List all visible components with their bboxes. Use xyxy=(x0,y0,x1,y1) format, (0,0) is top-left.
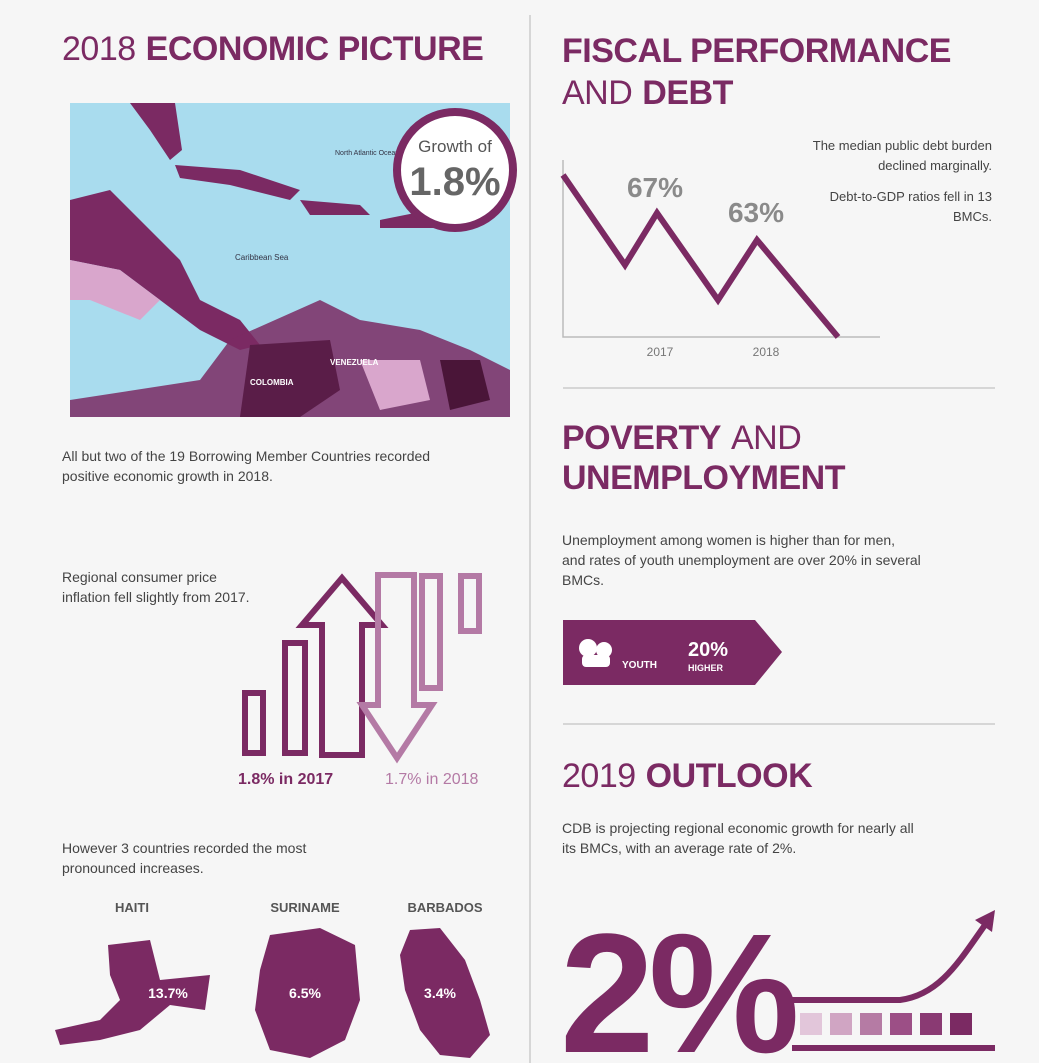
year-label: 2018 xyxy=(753,345,780,359)
poverty-text: Unemployment among women is higher than … xyxy=(562,532,921,588)
outlook-bars xyxy=(800,1013,972,1035)
inflation-2017: 1.8% in 2017 xyxy=(238,771,333,788)
map-label: Caribbean Sea xyxy=(235,253,289,262)
inflation-down xyxy=(356,572,482,764)
youth-icon xyxy=(582,655,610,667)
section-title: 2019 OUTLOOK xyxy=(562,755,813,797)
debt-note: The median public debt burden declined m… xyxy=(812,138,992,173)
debt-label: 63% xyxy=(728,197,784,228)
map-land-light xyxy=(70,260,430,410)
title-light: 2019 xyxy=(562,757,636,795)
title-bold: POVERTY xyxy=(562,419,721,457)
inflation-2018: 1.7% in 2018 xyxy=(385,771,479,788)
map-label: COLOMBIA xyxy=(250,378,294,387)
barbados-shape xyxy=(400,928,490,1058)
suriname-shape xyxy=(255,928,360,1058)
title-bold: UNEMPLOYMENT xyxy=(562,459,846,497)
youth-icon xyxy=(596,642,612,658)
banner-label: HIGHER xyxy=(688,663,724,673)
country-name: HAITI xyxy=(115,900,149,915)
title-bold: OUTLOOK xyxy=(645,757,813,795)
title-light: AND xyxy=(562,74,633,112)
debt-line xyxy=(560,173,841,339)
map-label: North Atlantic Ocean xyxy=(335,150,399,157)
country-value: 6.5% xyxy=(289,985,321,1001)
banner-value: 20% xyxy=(688,639,728,661)
year-label: 2017 xyxy=(647,345,674,359)
title-light: 2018 xyxy=(62,30,136,68)
title-bold: DEBT xyxy=(642,74,733,112)
badge-value: 1.8% xyxy=(409,160,500,204)
youth-icon xyxy=(579,639,597,657)
section-title: UNEMPLOYMENT xyxy=(562,457,846,499)
inflation-text: Regional consumer price inflation fell s… xyxy=(62,569,250,605)
country-name: SURINAME xyxy=(270,900,340,915)
section-title: FISCAL PERFORMANCE xyxy=(562,30,951,72)
big-value: 2% xyxy=(560,899,796,1063)
country-value: 3.4% xyxy=(424,985,456,1001)
country-value: 13.7% xyxy=(148,985,188,1001)
country-name: BARBADOS xyxy=(407,900,482,915)
haiti-shape xyxy=(55,940,210,1045)
section-title: POVERTY AND xyxy=(562,417,802,459)
map-caption: All but two of the 19 Borrowing Member C… xyxy=(62,448,431,484)
section-title: AND DEBT xyxy=(562,72,733,114)
map-label: VENEZUELA xyxy=(330,358,379,367)
debt-note: Debt-to-GDP ratios fell in 13 BMCs. xyxy=(829,189,992,224)
inflation-up xyxy=(242,573,389,758)
title-bold: FISCAL PERFORMANCE xyxy=(562,32,951,70)
debt-axes xyxy=(562,160,880,338)
outlook-trend xyxy=(792,923,988,1003)
outlook-text: CDB is projecting regional economic grow… xyxy=(562,820,914,856)
increases-text: However 3 countries recorded the most pr… xyxy=(62,840,307,876)
title-bold: ECONOMIC PICTURE xyxy=(145,30,484,68)
growth-badge xyxy=(393,108,517,232)
outlook-arrowhead xyxy=(975,910,995,932)
banner-group: YOUTH xyxy=(622,660,657,671)
youth-banner xyxy=(563,620,782,685)
badge-label: Growth of xyxy=(418,137,492,156)
section-title: 2018 ECONOMIC PICTURE xyxy=(62,28,484,70)
title-light: AND xyxy=(730,419,802,457)
debt-label: 67% xyxy=(627,172,683,203)
